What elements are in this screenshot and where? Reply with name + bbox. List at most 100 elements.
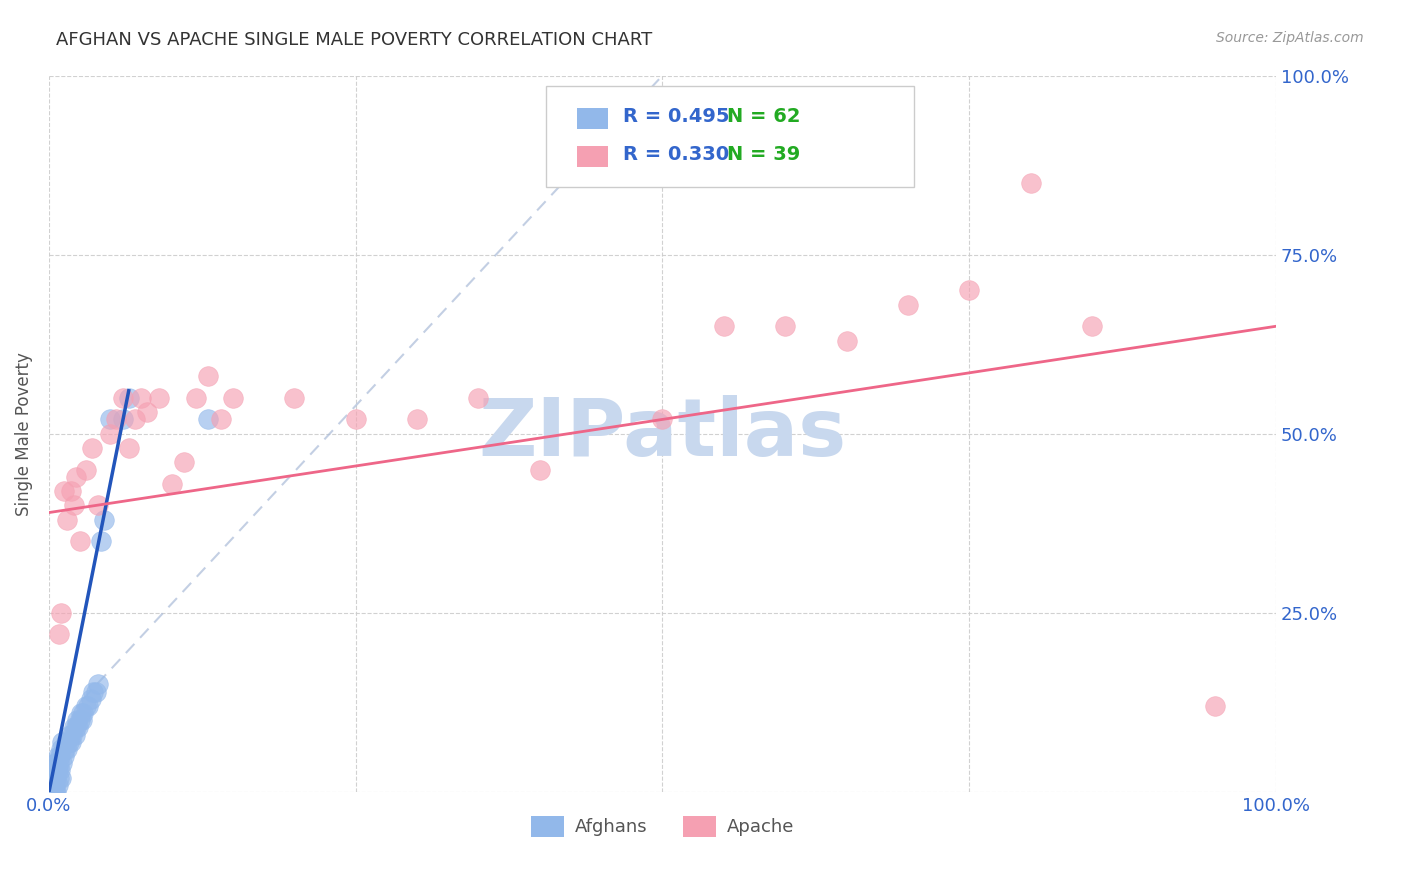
Point <box>44 785 66 799</box>
Point <box>62 499 84 513</box>
Point <box>773 319 796 334</box>
Point <box>406 412 429 426</box>
Point <box>51 756 73 771</box>
Point <box>136 405 159 419</box>
Point <box>467 391 489 405</box>
Point <box>66 714 89 728</box>
Point <box>148 391 170 405</box>
Point <box>209 412 232 426</box>
Point <box>75 462 97 476</box>
Point <box>42 764 65 778</box>
Point <box>41 764 63 778</box>
Point <box>98 412 121 426</box>
Text: ZIPatlas: ZIPatlas <box>478 395 846 473</box>
Point <box>56 742 79 756</box>
Point <box>48 627 70 641</box>
Y-axis label: Single Male Poverty: Single Male Poverty <box>15 351 32 516</box>
Point <box>48 771 70 785</box>
Legend: Afghans, Apache: Afghans, Apache <box>524 808 801 844</box>
Point <box>80 691 103 706</box>
Point <box>44 771 66 785</box>
Text: R = 0.495: R = 0.495 <box>623 107 730 126</box>
Point <box>197 412 219 426</box>
Point <box>48 756 70 771</box>
Point <box>897 298 920 312</box>
Point <box>529 462 551 476</box>
Point <box>51 771 73 785</box>
Point <box>957 284 980 298</box>
Text: R = 0.330: R = 0.330 <box>623 145 728 164</box>
Point <box>52 484 75 499</box>
Point <box>45 756 67 771</box>
Point <box>39 785 62 799</box>
Point <box>45 785 67 799</box>
Point <box>51 742 73 756</box>
Point <box>44 778 66 792</box>
Point <box>713 319 735 334</box>
Point <box>80 441 103 455</box>
Point <box>84 684 107 698</box>
Point <box>89 534 111 549</box>
Point <box>186 391 208 405</box>
Point <box>173 455 195 469</box>
Point <box>283 391 305 405</box>
Point <box>70 714 93 728</box>
Point <box>41 785 63 799</box>
Point <box>41 785 63 799</box>
Point <box>59 728 82 742</box>
Point <box>69 714 91 728</box>
FancyBboxPatch shape <box>576 108 607 129</box>
Point <box>1019 176 1042 190</box>
Point <box>87 677 110 691</box>
Point <box>63 728 86 742</box>
FancyBboxPatch shape <box>576 145 607 167</box>
Point <box>41 785 63 799</box>
Point <box>53 742 76 756</box>
Point <box>70 706 93 721</box>
Point <box>222 391 245 405</box>
FancyBboxPatch shape <box>546 87 914 186</box>
Point <box>1204 698 1226 713</box>
Point <box>46 764 69 778</box>
Point <box>67 721 90 735</box>
Point <box>77 698 100 713</box>
Point <box>38 785 60 799</box>
Point <box>87 499 110 513</box>
Point <box>72 706 94 721</box>
Point <box>45 771 67 785</box>
Point <box>651 412 673 426</box>
Point <box>42 778 65 792</box>
Text: AFGHAN VS APACHE SINGLE MALE POVERTY CORRELATION CHART: AFGHAN VS APACHE SINGLE MALE POVERTY COR… <box>56 31 652 49</box>
Point <box>60 728 83 742</box>
Text: N = 62: N = 62 <box>727 107 800 126</box>
Point <box>41 771 63 785</box>
Point <box>1081 319 1104 334</box>
Point <box>52 749 75 764</box>
Point <box>51 735 73 749</box>
Point <box>39 785 62 799</box>
Point <box>75 698 97 713</box>
Point <box>160 476 183 491</box>
Point <box>56 513 79 527</box>
Point <box>65 721 87 735</box>
Text: N = 39: N = 39 <box>727 145 800 164</box>
Text: Source: ZipAtlas.com: Source: ZipAtlas.com <box>1216 31 1364 45</box>
Point <box>105 412 128 426</box>
Point <box>58 735 80 749</box>
Point <box>82 684 104 698</box>
Point <box>69 534 91 549</box>
Point <box>65 469 87 483</box>
Point <box>41 771 63 785</box>
Point <box>55 735 77 749</box>
Point <box>124 412 146 426</box>
Point <box>44 756 66 771</box>
Point <box>41 778 63 792</box>
Point <box>62 721 84 735</box>
Point <box>46 749 69 764</box>
Point <box>39 778 62 792</box>
Point <box>93 513 115 527</box>
Point <box>118 441 141 455</box>
Point <box>49 749 72 764</box>
Point <box>111 412 134 426</box>
Point <box>51 606 73 620</box>
